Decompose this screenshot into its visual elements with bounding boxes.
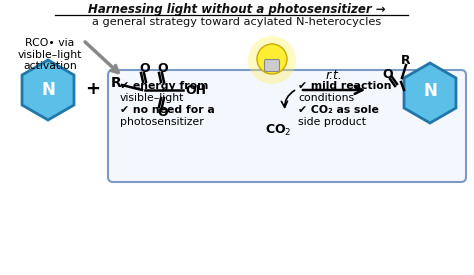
Text: conditions: conditions	[298, 93, 354, 103]
Text: Harnessing light without a photosensitizer →: Harnessing light without a photosensitiz…	[88, 3, 386, 16]
Polygon shape	[22, 60, 74, 120]
Text: photosensitizer: photosensitizer	[120, 117, 204, 127]
Text: +: +	[85, 80, 100, 98]
Text: O: O	[383, 68, 393, 81]
Text: ✔ no need for a: ✔ no need for a	[120, 105, 215, 115]
Text: O: O	[140, 62, 150, 75]
Text: R: R	[110, 76, 121, 90]
Text: OH: OH	[185, 84, 206, 97]
Text: ✔ CO₂ as sole: ✔ CO₂ as sole	[298, 105, 379, 115]
Text: visible–light: visible–light	[120, 93, 184, 103]
Text: side product: side product	[298, 117, 366, 127]
Text: RCO• via
visible–light
activation: RCO• via visible–light activation	[18, 38, 82, 71]
Text: N: N	[41, 81, 55, 99]
Text: CO$_2$: CO$_2$	[265, 123, 291, 138]
FancyBboxPatch shape	[108, 70, 466, 182]
Text: r.t.: r.t.	[326, 69, 342, 82]
Text: O: O	[158, 62, 168, 75]
FancyBboxPatch shape	[264, 59, 280, 72]
Text: a general strategy toward acylated Ν-heterocycles: a general strategy toward acylated Ν-het…	[92, 17, 382, 27]
Polygon shape	[404, 63, 456, 123]
Text: N: N	[423, 82, 437, 100]
Circle shape	[248, 36, 296, 84]
Text: O: O	[158, 106, 168, 119]
Text: ✔ energy from: ✔ energy from	[120, 81, 209, 91]
Text: ✔ mild reaction: ✔ mild reaction	[298, 81, 392, 91]
Circle shape	[257, 44, 287, 74]
Text: R: R	[401, 54, 411, 67]
